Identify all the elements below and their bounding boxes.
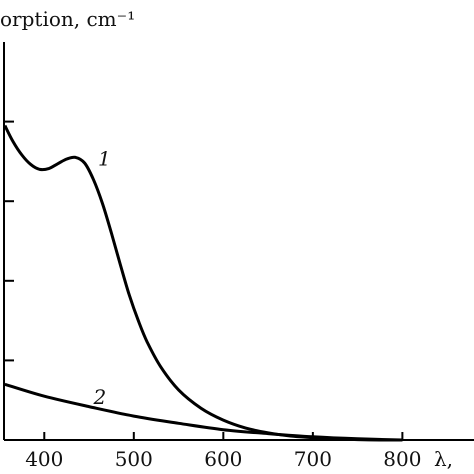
x-axis-title: λ, — [434, 447, 453, 471]
x-tick-label: 500 — [115, 447, 153, 471]
x-ticks: 400 500 600 700 800 — [25, 432, 421, 471]
y-ticks — [4, 120, 14, 362]
series-layer: 12 — [3, 124, 403, 442]
series-line-1 — [3, 124, 403, 442]
y-axis-title: orption, cm⁻¹ — [0, 7, 135, 31]
series-label-1: 1 — [98, 146, 111, 170]
series-label-2: 2 — [93, 385, 107, 409]
x-tick-label: 700 — [294, 447, 332, 471]
x-tick-label: 400 — [25, 447, 63, 471]
x-tick-label: 800 — [383, 447, 421, 471]
axes — [3, 42, 474, 441]
series-line-2 — [4, 382, 403, 442]
x-tick-label: 600 — [204, 447, 242, 471]
